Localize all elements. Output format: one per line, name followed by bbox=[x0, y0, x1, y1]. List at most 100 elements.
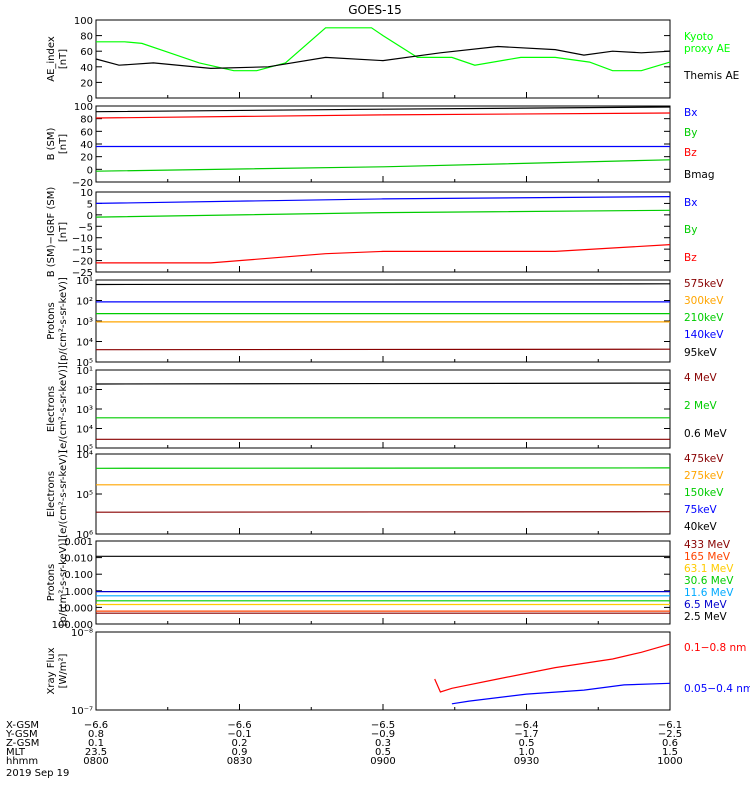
y-tick-label: 10² bbox=[76, 386, 93, 397]
legend-575kev: 575keV bbox=[684, 278, 724, 290]
legend-75kev: 75keV bbox=[684, 504, 718, 516]
x-tick-hhmm: 1000 bbox=[657, 756, 682, 767]
y-axis-label: B (SM) bbox=[46, 127, 57, 160]
y-tick-label: 0.010 bbox=[64, 554, 93, 565]
x-tick-ygsm: −1.7 bbox=[514, 729, 538, 740]
x-tick-mlt: 1.0 bbox=[519, 747, 535, 758]
y-axis-label: Protons bbox=[46, 564, 57, 601]
legend-30-6-mev: 30.6 MeV bbox=[684, 575, 734, 587]
legend-2-mev: 2 MeV bbox=[684, 400, 718, 412]
x-tick-zgsm: 0.2 bbox=[232, 738, 248, 749]
y-tick-label: −5 bbox=[78, 222, 93, 233]
y-tick-label: −20 bbox=[72, 178, 93, 189]
y-axis-unit: [p/(cm²-s-sr-keV)] bbox=[58, 277, 69, 365]
x-tick-mlt: 0.5 bbox=[375, 747, 391, 758]
x-axis-table: X-GSMY-GSMZ-GSMMLThhmm−6.60.80.123.50800… bbox=[5, 720, 683, 767]
y-tick-label: 20 bbox=[80, 78, 93, 89]
panel-frame bbox=[95, 369, 671, 449]
y-axis-unit: [p/(cm²-s-sr-keV)] bbox=[58, 539, 69, 627]
legend-0-6-mev: 0.6 MeV bbox=[684, 428, 728, 440]
x-tick-zgsm: 0.5 bbox=[519, 738, 535, 749]
series-475kev bbox=[95, 511, 671, 513]
y-tick-label: 10³ bbox=[76, 317, 93, 328]
y-tick-label: 100.000 bbox=[52, 620, 93, 631]
legend-bx: Bx bbox=[684, 107, 697, 119]
y-tick-label: 1.000 bbox=[64, 587, 93, 598]
panel-8: 10⁻⁸ 10⁻⁷ Xray Flux [W/m²] 0.1−0.8 nm 0.05−0.… bbox=[46, 628, 750, 717]
panel-6: 10⁴ 10⁵ 10⁶ Electrons [e/(cm²-s-sr-keV)] 475k… bbox=[46, 450, 724, 541]
y-tick-label: 10⁴ bbox=[76, 450, 93, 461]
legend-bz: Bz bbox=[684, 252, 697, 264]
x-tick-hhmm: 0830 bbox=[227, 756, 252, 767]
y-tick-label: −20 bbox=[72, 257, 93, 268]
y-tick-label: −15 bbox=[72, 245, 93, 256]
y-tick-label: 20 bbox=[80, 153, 93, 164]
y-tick-label: 60 bbox=[80, 127, 93, 138]
series-bz bbox=[96, 244, 671, 264]
legend-433-mev: 433 MeV bbox=[684, 539, 731, 551]
x-tick-mlt: 23.5 bbox=[85, 747, 107, 758]
panel-frame bbox=[95, 19, 671, 99]
y-tick-label: 80 bbox=[80, 115, 93, 126]
y-axis-label: Protons bbox=[46, 302, 57, 339]
panel-7: 0.001 0.010 0.100 1.000 10.000 100.000 Protons… bbox=[46, 537, 734, 631]
row-label-z-gsm: Z-GSM bbox=[6, 738, 39, 749]
row-label-x-gsm: X-GSM bbox=[6, 720, 39, 731]
y-tick-label: −10 bbox=[72, 234, 93, 245]
date-label: 2019 Sep 19 bbox=[6, 768, 69, 779]
x-tick-mlt: 1.5 bbox=[662, 747, 678, 758]
y-axis-label: B (SM)−IGRF (SM) bbox=[46, 187, 57, 278]
x-tick-ygsm: −2.5 bbox=[658, 729, 682, 740]
figure-title: GOES-15 bbox=[348, 3, 402, 17]
y-tick-label: 60 bbox=[80, 47, 93, 58]
x-tick-xgsm: −6.1 bbox=[658, 720, 682, 731]
series-by bbox=[95, 209, 671, 218]
y-tick-label: 0.001 bbox=[64, 537, 93, 548]
legend-475kev: 475keV bbox=[684, 453, 724, 465]
legend-proxy-ae: proxy AE bbox=[684, 43, 730, 55]
y-tick-label: 10³ bbox=[76, 405, 93, 416]
legend-2-5-mev: 2.5 MeV bbox=[684, 611, 728, 623]
x-tick-hhmm: 0800 bbox=[83, 756, 108, 767]
y-tick-label: 100 bbox=[74, 16, 93, 27]
y-axis-label: Xray Flux bbox=[46, 647, 57, 694]
y-axis-unit: [e/(cm²-s-sr-keV)] bbox=[58, 365, 69, 453]
y-axis-unit: [nT] bbox=[58, 49, 69, 69]
y-tick-label: 10⁵ bbox=[76, 444, 93, 455]
series-bx bbox=[95, 196, 671, 204]
x-tick-ygsm: −0.9 bbox=[371, 729, 395, 740]
y-axis-label: Electrons bbox=[46, 386, 57, 432]
legend-275kev: 275keV bbox=[684, 470, 724, 482]
legend-140kev: 140keV bbox=[684, 329, 724, 341]
legend-by: By bbox=[684, 127, 697, 139]
y-axis-unit: [nT] bbox=[58, 222, 69, 242]
legend-0-1-0-8-nm: 0.1−0.8 nm bbox=[684, 642, 746, 654]
y-tick-label: 10⁻⁸ bbox=[71, 628, 93, 639]
legend-0-05-0-4-nm: 0.05−0.4 nm bbox=[684, 683, 750, 695]
y-tick-label: 10.000 bbox=[58, 603, 93, 614]
y-tick-label: 10² bbox=[76, 297, 93, 308]
legend-165-mev: 165 MeV bbox=[684, 551, 731, 563]
series-0-05-0-4-nm bbox=[451, 682, 671, 705]
legend-by: By bbox=[684, 224, 697, 236]
y-axis-unit: [nT] bbox=[58, 134, 69, 154]
x-tick-xgsm: −6.5 bbox=[371, 720, 395, 731]
y-tick-label: 0 bbox=[87, 94, 93, 105]
legend-bmag: Bmag bbox=[684, 169, 715, 181]
series-by bbox=[95, 159, 671, 172]
legend-4-mev: 4 MeV bbox=[684, 372, 718, 384]
x-tick-zgsm: 0.3 bbox=[375, 738, 391, 749]
y-tick-label: 40 bbox=[80, 140, 93, 151]
x-tick-zgsm: 0.6 bbox=[662, 738, 678, 749]
x-tick-hhmm: 0900 bbox=[370, 756, 395, 767]
series-themis-ae bbox=[95, 45, 671, 70]
legend-95kev: 95keV bbox=[684, 347, 718, 359]
panel-5: 10¹ 10² 10³ 10⁴ 10⁵ Electrons [e/(cm²-s-sr-keV… bbox=[46, 365, 728, 455]
y-tick-label: 80 bbox=[80, 32, 93, 43]
legend-11-6-mev: 11.6 MeV bbox=[684, 587, 734, 599]
legend-themis-ae: Themis AE bbox=[683, 70, 739, 82]
legend-300kev: 300keV bbox=[684, 295, 724, 307]
